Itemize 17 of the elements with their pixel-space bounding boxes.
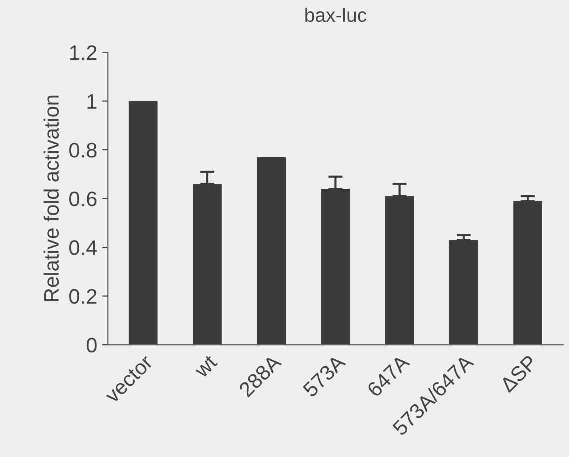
bar (321, 189, 350, 346)
y-tick-label: 1.2 (70, 46, 97, 60)
y-tick-label: 1 (88, 94, 97, 109)
y-tick-label: 0.8 (70, 143, 97, 158)
bar (514, 201, 542, 346)
x-tick-label: wt (194, 354, 218, 379)
chart-title: bax-luc (306, 8, 367, 22)
y-tick-label: 0.4 (70, 240, 98, 256)
bar (257, 157, 286, 346)
y-tick-label: 0 (86, 338, 97, 353)
bar (450, 240, 478, 346)
y-tick-label: 0.2 (70, 289, 97, 304)
y-axis-title: Relative fold activation (44, 96, 60, 302)
bar (193, 184, 222, 346)
y-tick-label: 0.6 (70, 192, 97, 207)
bar (385, 196, 414, 346)
bar (128, 101, 158, 346)
